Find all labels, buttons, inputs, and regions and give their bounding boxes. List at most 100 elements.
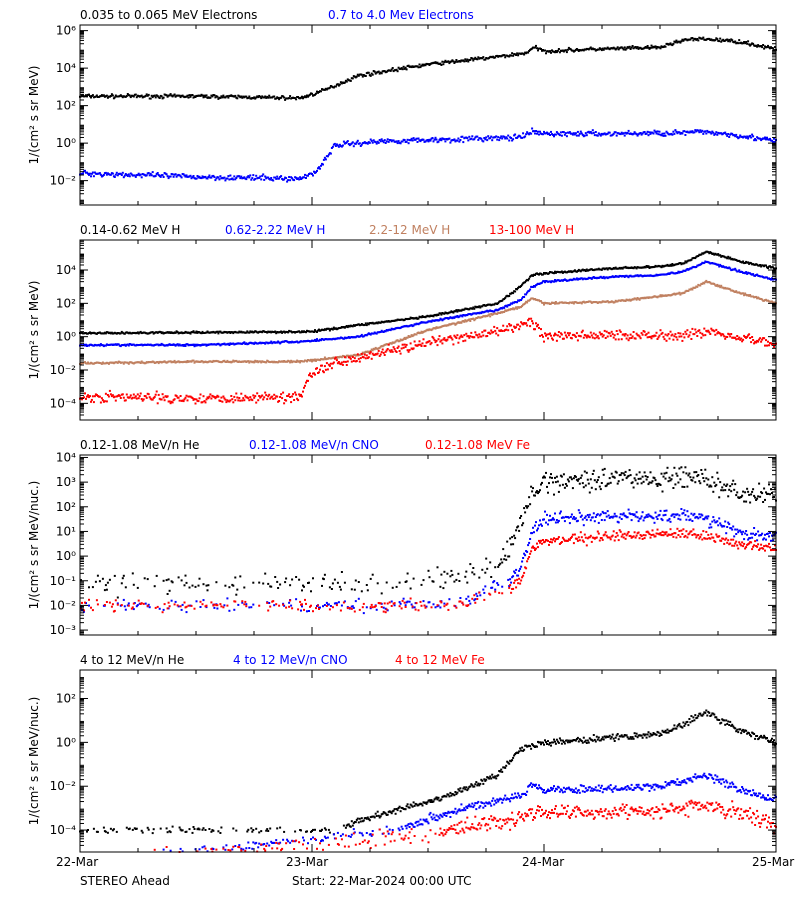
data-point-p0-s1-256 xyxy=(333,142,336,145)
data-point-p2-s0-329 xyxy=(406,572,409,575)
data-point-p2-s0-211 xyxy=(289,584,292,587)
data-point-p0-s1-382 xyxy=(459,139,462,141)
data-point-p0-s1-180 xyxy=(258,176,261,179)
data-point-p0-s1-301 xyxy=(378,139,381,141)
data-point-p2-s0-617 xyxy=(693,471,696,474)
data-point-p1-s3-23 xyxy=(101,399,104,402)
data-point-p0-s1-233 xyxy=(311,173,313,175)
data-point-p0-s1-197 xyxy=(275,177,278,180)
data-point-p1-s3-549 xyxy=(625,337,628,340)
data-point-p1-s0-696 xyxy=(772,266,774,269)
data-point-p1-s3-359 xyxy=(436,344,439,347)
data-point-p1-s1-175 xyxy=(253,342,256,345)
data-point-p1-s0-202 xyxy=(280,330,283,333)
data-point-p1-s3-537 xyxy=(613,334,616,337)
data-point-p0-s0-578 xyxy=(654,45,657,48)
data-point-p1-s3-77 xyxy=(155,390,158,393)
data-point-p1-s3-384 xyxy=(461,335,464,338)
data-point-p0-s1-420 xyxy=(497,136,500,139)
data-point-p0-s0-598 xyxy=(674,41,677,44)
data-point-p0-s1-400 xyxy=(477,138,480,141)
data-point-p1-s3-381 xyxy=(458,337,461,340)
data-point-p2-s0-54 xyxy=(132,583,135,586)
data-point-p0-s1-414 xyxy=(491,139,494,142)
data-point-p2-s0-457 xyxy=(534,494,536,497)
data-point-p1-s3-499 xyxy=(575,332,578,335)
data-point-p1-s3-294 xyxy=(371,352,374,355)
data-point-p2-s0-471 xyxy=(548,482,550,485)
data-point-p0-s0-210 xyxy=(288,97,291,100)
data-point-p1-s2-473 xyxy=(550,302,552,305)
data-point-p1-s3-152 xyxy=(230,395,233,397)
data-point-p1-s3-226 xyxy=(304,384,306,387)
data-point-p2-s0-433 xyxy=(510,543,513,546)
data-point-p0-s0-404 xyxy=(481,57,484,60)
data-point-p1-s0-395 xyxy=(472,306,475,309)
data-point-p1-s1-353 xyxy=(430,320,433,323)
data-point-p2-s0-579 xyxy=(655,483,658,486)
data-point-p1-s3-638 xyxy=(714,333,717,336)
data-point-p1-s1-115 xyxy=(193,345,196,348)
data-point-p1-s3-280 xyxy=(357,357,360,360)
data-point-p1-s1-379 xyxy=(456,315,459,317)
data-point-p1-s0-254 xyxy=(331,328,334,331)
data-point-p0-s0-148 xyxy=(226,95,229,98)
data-point-p1-s0-116 xyxy=(194,331,197,334)
data-point-p1-s3-146 xyxy=(224,398,227,401)
data-point-p1-s3-400 xyxy=(477,336,480,339)
data-point-p0-s0-525 xyxy=(601,47,604,50)
data-point-p0-s0-658 xyxy=(734,40,737,43)
data-point-p0-s1-136 xyxy=(214,179,217,182)
data-point-p2-s0-495 xyxy=(571,487,574,490)
data-point-p2-s0-189 xyxy=(267,582,270,585)
data-point-p0-s1-71 xyxy=(149,172,152,175)
data-point-p2-s0-557 xyxy=(633,477,636,480)
data-point-p0-s1-663 xyxy=(739,134,742,137)
data-point-p1-s0-595 xyxy=(671,263,674,265)
data-point-p2-s0-629 xyxy=(705,477,708,480)
data-point-p1-s2-623 xyxy=(699,284,702,287)
data-point-p0-s0-396 xyxy=(473,57,476,60)
data-point-p2-s0-615 xyxy=(691,479,694,482)
data-point-p0-s1-471 xyxy=(548,132,550,135)
data-point-p0-s1-486 xyxy=(562,131,565,134)
data-point-p2-s0-648 xyxy=(724,489,727,492)
data-point-p0-s0-524 xyxy=(600,49,603,52)
data-point-p1-s0-26 xyxy=(104,332,107,335)
data-point-p2-s0-124 xyxy=(202,583,205,586)
data-point-p0-s0-233 xyxy=(311,92,313,95)
data-point-p1-s3-397 xyxy=(474,331,477,334)
data-point-p1-s0-170 xyxy=(248,331,251,334)
data-point-p1-s2-495 xyxy=(571,301,574,304)
data-point-p1-s3-64 xyxy=(142,398,145,401)
data-point-p0-s0-473 xyxy=(550,51,552,54)
data-point-p1-s1-669 xyxy=(745,271,748,274)
data-point-p1-s1-444 xyxy=(521,297,524,300)
data-point-p0-s1-134 xyxy=(212,174,215,177)
data-point-p0-s0-488 xyxy=(564,49,567,52)
data-point-p1-s3-382 xyxy=(459,335,462,338)
data-point-p2-s0-646 xyxy=(722,489,725,492)
data-point-p0-s1-258 xyxy=(335,143,338,146)
data-point-p1-s3-193 xyxy=(271,395,274,398)
data-point-p1-s3-377 xyxy=(454,335,457,338)
data-point-p0-s0-126 xyxy=(204,95,207,98)
data-point-p1-s3-442 xyxy=(519,325,522,328)
data-point-p0-s1-487 xyxy=(563,133,566,136)
data-point-p1-s3-554 xyxy=(630,337,633,339)
data-point-p0-s0-370 xyxy=(447,60,450,63)
data-point-p1-s3-343 xyxy=(420,345,423,347)
data-point-p0-s0-676 xyxy=(752,42,755,45)
data-point-p1-s0-236 xyxy=(314,329,316,332)
data-point-p0-s0-175 xyxy=(253,96,256,99)
data-point-p0-s1-137 xyxy=(215,177,218,180)
data-point-p1-s3-479 xyxy=(555,339,558,342)
data-point-p0-s1-599 xyxy=(675,130,678,133)
data-point-p2-s0-404 xyxy=(481,568,484,571)
data-point-p0-s1-448 xyxy=(525,133,528,136)
data-point-p2-s0-38 xyxy=(116,596,119,599)
data-point-p1-s3-290 xyxy=(367,356,370,359)
data-point-p2-s0-567 xyxy=(643,471,646,474)
data-point-p1-s3-580 xyxy=(656,338,659,340)
data-point-p2-s0-442 xyxy=(519,517,522,519)
